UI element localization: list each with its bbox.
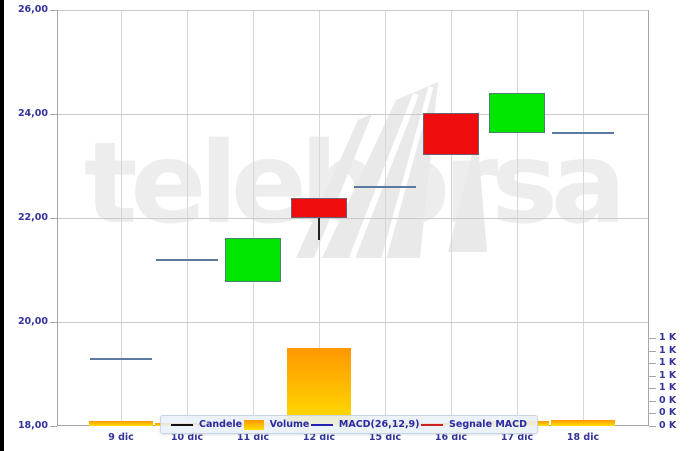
price-axis-label: 18,00 [17, 420, 48, 431]
line-swatch-icon [171, 423, 193, 426]
price-axis-label: 26,00 [17, 4, 48, 15]
date-axis-label: 10 dic [170, 432, 204, 443]
plot-right-axis-line [648, 10, 649, 426]
flat-candle-dash [552, 132, 614, 135]
volume-bar [89, 421, 153, 426]
volume-axis-label: 0 K [659, 407, 677, 418]
legend-item-segnale-macd: Segnale MACD [421, 419, 527, 430]
legend-item-macd-26-12-9-: MACD(26,12,9) [310, 419, 420, 430]
volume-axis-tick [649, 375, 656, 377]
volume-axis-tick [649, 400, 656, 402]
legend-label: Volume [269, 419, 310, 430]
flat-candle-dash [354, 185, 416, 188]
candle-body [225, 237, 281, 282]
volume-axis-tick [649, 425, 656, 427]
candle-body [423, 112, 479, 156]
price-axis-tick [50, 426, 57, 427]
volume-axis-tick [649, 388, 656, 389]
date-axis-label: 11 dic [236, 432, 270, 443]
legend-label: Segnale MACD [449, 419, 527, 430]
volume-axis-label: 1 K [659, 344, 677, 356]
candle-lower-wick [318, 218, 320, 240]
horizontal-gridline [57, 114, 649, 115]
plot-top-border [57, 10, 649, 11]
volume-axis-label: 1 K [659, 369, 677, 381]
date-axis-label: 16 dic [434, 432, 468, 443]
volume-bar [551, 420, 615, 426]
volume-axis-label: 0 K [659, 419, 677, 431]
price-axis-label: 24,00 [17, 108, 48, 119]
date-axis-label: 12 dic [302, 432, 336, 443]
price-axis-tick [50, 218, 57, 219]
line-swatch-icon [310, 423, 333, 426]
legend-label: MACD(26,12,9) [338, 419, 420, 430]
candle-body [489, 93, 545, 134]
left-border-strip [0, 0, 4, 451]
flat-candle-dash [156, 259, 218, 262]
candle-body [291, 198, 347, 218]
horizontal-gridline [57, 322, 649, 323]
legend: Candele Volume MACD(26,12,9) Segnale MACD [160, 415, 538, 434]
legend-item-candele: Candele [171, 419, 242, 430]
price-axis-tick [50, 10, 57, 11]
legend-label: Candele [199, 419, 243, 430]
date-axis-label: 9 dic [108, 432, 134, 443]
price-axis-label: 22,00 [17, 212, 48, 223]
volume-axis-tick [649, 363, 656, 364]
price-axis-tick [50, 322, 57, 323]
volume-axis-tick [649, 413, 656, 414]
volume-axis-label: 1 K [659, 332, 677, 343]
line-swatch-icon [421, 423, 444, 426]
plot-area [57, 10, 649, 426]
horizontal-gridline [57, 218, 649, 219]
volume-axis-tick [649, 350, 656, 352]
volume-axis-label: 1 K [659, 357, 677, 368]
volume-bar [287, 348, 351, 426]
flat-candle-dash [90, 357, 152, 360]
date-axis-label: 17 dic [500, 432, 534, 443]
date-axis-label: 15 dic [368, 432, 402, 443]
legend-item-volume: Volume [243, 419, 310, 430]
date-axis-label: 18 dic [566, 432, 600, 443]
volume-axis-label: 1 K [659, 382, 677, 393]
volume-axis-tick [649, 338, 656, 339]
volume-swatch-icon [243, 419, 264, 430]
plot-left-axis-line [57, 10, 58, 426]
price-axis-tick [50, 114, 57, 115]
price-axis-label: 20,00 [17, 316, 48, 327]
volume-axis-label: 0 K [659, 394, 677, 406]
